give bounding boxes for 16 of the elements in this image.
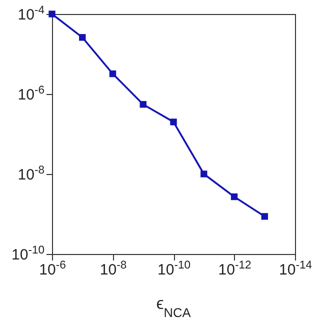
x-tick-label: 10$^{-10}$	[158, 260, 190, 278]
x-tick-label: 10$^{-12}$	[218, 260, 252, 278]
point	[170, 118, 177, 126]
x-tick-label: 10$^{-8}$	[100, 260, 127, 278]
point	[109, 70, 116, 78]
x-axis-title: ϵ$_{NCA}$	[156, 294, 192, 320]
x-tick-label: 10$^{-14}$	[279, 260, 312, 278]
point	[261, 213, 268, 220]
y-tick-label: 10$^{-6}$	[18, 84, 44, 104]
point	[48, 10, 56, 18]
point	[230, 193, 238, 200]
y-tick-label: 10$^{-4}$	[18, 4, 44, 24]
point	[79, 34, 86, 41]
point	[140, 101, 146, 108]
y-tick-label: 10$^{-8}$	[18, 164, 44, 184]
point	[200, 170, 208, 178]
